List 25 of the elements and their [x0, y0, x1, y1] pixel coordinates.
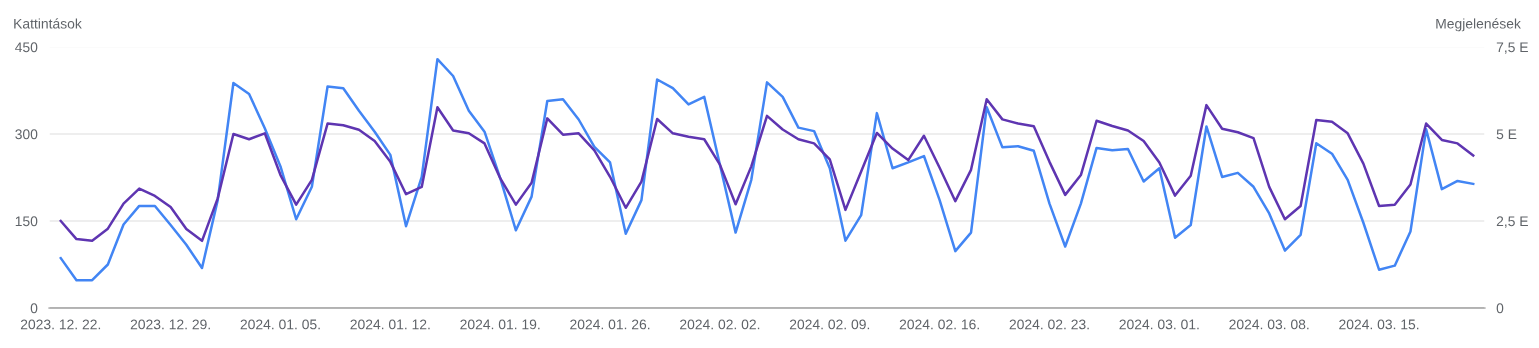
y-axis-title: Kattintások: [14, 18, 82, 29]
line-series: [59, 57, 1475, 282]
x-tick-label: 2024. 03. 08.: [1229, 319, 1309, 330]
x-tick-label: 2024. 01. 26.: [570, 319, 650, 330]
x-tick-label: 2024. 02. 02.: [680, 319, 760, 330]
x-tick-label: 2024. 03. 01.: [1119, 319, 1199, 330]
y2-tick-label: 0: [1496, 303, 1504, 314]
y2-tick-label: 2,5 E: [1496, 216, 1528, 228]
x-tick-label: 2024. 02. 09.: [789, 319, 870, 330]
x-tick-label: 2024. 01. 19.: [460, 319, 540, 330]
y-tick-label: 0: [30, 303, 38, 314]
y2-tick-label: 5 E: [1496, 129, 1517, 140]
y2-axis-title: Megjelenések: [1436, 18, 1521, 32]
y2-tick-label: 7,5 E: [1496, 42, 1528, 54]
y-tick-label: 150: [15, 216, 38, 227]
line-series: [59, 97, 1475, 243]
x-tick-label: 2023. 12. 29.: [130, 319, 210, 330]
y-tick-label: 300: [15, 129, 38, 140]
x-tick-label: 2024. 02. 16.: [899, 319, 979, 330]
x-tick-label: 2024. 03. 15.: [1339, 319, 1419, 330]
x-tick-label: 2024. 01. 12.: [350, 319, 430, 330]
y-tick-label: 450: [15, 42, 38, 53]
x-tick-label: 2024. 02. 23.: [1009, 319, 1089, 330]
x-tick-label: 2023. 12. 22.: [20, 319, 101, 330]
x-tick-label: 2024. 01. 05.: [240, 319, 320, 330]
